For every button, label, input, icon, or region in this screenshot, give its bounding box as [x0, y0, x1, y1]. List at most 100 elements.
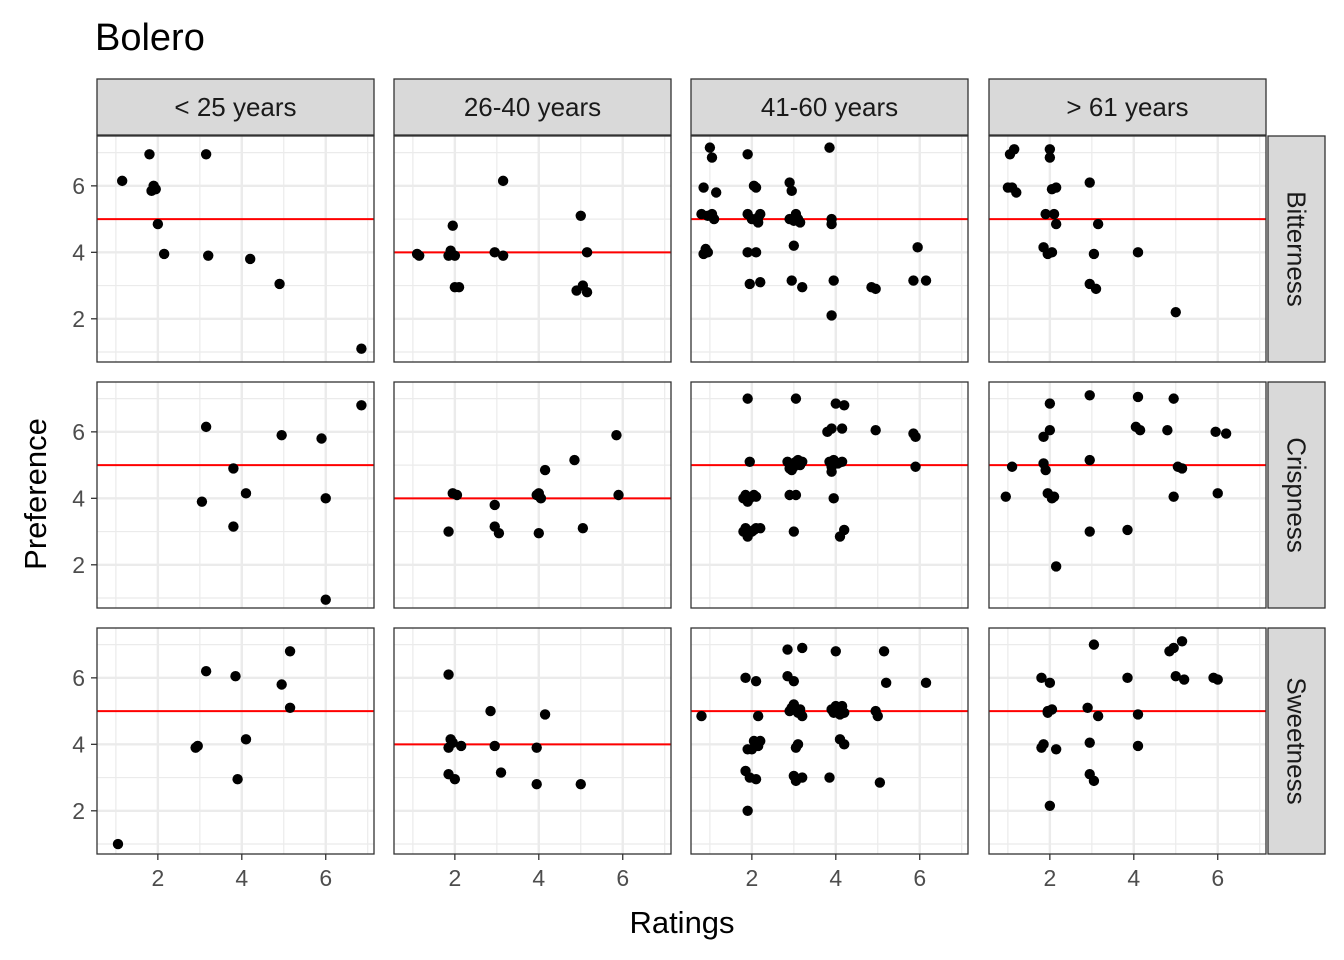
data-point — [535, 493, 547, 504]
data-point — [838, 739, 850, 750]
strip-label-row: Crispness — [1282, 437, 1312, 553]
panel-r0-c3 — [989, 136, 1266, 362]
x-tick-label: 6 — [913, 865, 926, 891]
data-point — [575, 779, 586, 790]
strip-label-column: < 25 years — [174, 92, 296, 122]
data-point — [1210, 426, 1221, 438]
data-point — [788, 526, 800, 537]
data-point — [200, 421, 212, 433]
data-point — [1220, 428, 1232, 439]
panel-background — [989, 382, 1266, 608]
data-point — [742, 247, 753, 258]
data-point — [920, 677, 932, 689]
data-point — [1088, 248, 1100, 260]
panel-border — [988, 381, 1267, 609]
panel-border — [988, 627, 1267, 855]
data-point — [356, 343, 367, 354]
data-point — [797, 456, 808, 467]
strip-row-0 — [1267, 135, 1326, 363]
data-point — [1092, 710, 1104, 722]
data-point — [116, 175, 128, 187]
data-point — [1040, 464, 1051, 476]
data-point — [742, 149, 753, 160]
data-point — [1044, 424, 1056, 436]
data-point — [356, 400, 367, 411]
data-point — [1050, 182, 1062, 193]
panel-background — [989, 136, 1266, 362]
data-point — [493, 528, 505, 539]
data-point — [320, 493, 331, 504]
data-point — [611, 429, 622, 441]
data-point — [1176, 463, 1188, 474]
data-point — [910, 431, 921, 443]
panel-r2-c2 — [691, 628, 968, 854]
data-point — [1122, 672, 1133, 684]
data-point — [792, 739, 804, 750]
y-axis-title: Preference — [18, 418, 53, 570]
data-point — [750, 774, 762, 785]
data-point — [200, 666, 212, 677]
data-point — [1132, 740, 1144, 752]
data-point — [912, 242, 923, 253]
panel-r1-c0 — [97, 382, 374, 608]
data-point — [742, 805, 753, 816]
data-point — [413, 250, 425, 261]
data-point — [1046, 247, 1058, 258]
data-point — [826, 423, 837, 434]
data-point — [752, 217, 764, 228]
data-point — [230, 670, 241, 682]
data-point — [830, 398, 841, 409]
x-tick-label: 2 — [1043, 865, 1056, 891]
strip-row-2 — [1267, 627, 1326, 855]
x-tick-label: 2 — [151, 865, 164, 891]
panel-border — [690, 381, 969, 609]
data-point — [1006, 461, 1018, 472]
data-point — [750, 247, 762, 258]
panel-data-r2-c3 — [989, 636, 1266, 812]
data-point — [152, 218, 164, 230]
data-point — [158, 248, 170, 260]
panel-border — [690, 135, 969, 363]
panel-background — [97, 136, 374, 362]
x-tick-label: 4 — [829, 865, 842, 891]
data-point — [797, 642, 808, 654]
x-tick-label: 2 — [745, 865, 758, 891]
y-tick-label: 6 — [72, 665, 85, 691]
panel-background — [691, 382, 968, 608]
data-point — [826, 310, 837, 321]
panel-r2-c0 — [97, 628, 374, 854]
data-point — [531, 779, 542, 790]
data-point — [1122, 524, 1133, 536]
data-point — [750, 491, 762, 502]
data-point — [1084, 390, 1095, 401]
chart-title: Bolero — [95, 17, 205, 59]
data-point — [577, 523, 589, 534]
data-point — [824, 142, 835, 153]
data-point — [744, 278, 755, 290]
data-point — [1082, 702, 1093, 713]
panel-border — [393, 627, 672, 855]
data-point — [910, 461, 921, 472]
data-point — [284, 702, 296, 713]
y-tick-label: 2 — [72, 552, 85, 578]
data-point — [531, 742, 542, 753]
data-point — [872, 710, 883, 722]
data-point — [274, 278, 285, 290]
panel-data-r0-c2 — [691, 142, 968, 321]
data-point — [826, 466, 837, 477]
data-point — [824, 772, 835, 783]
panel-data-r2-c1 — [394, 669, 671, 790]
data-point — [1050, 218, 1062, 230]
x-tick-label: 4 — [532, 865, 545, 891]
data-point — [797, 772, 808, 783]
data-point — [316, 433, 327, 444]
data-point — [1088, 775, 1100, 787]
data-point — [196, 496, 208, 507]
data-point — [752, 710, 764, 722]
data-point — [485, 705, 496, 717]
data-point — [750, 182, 762, 193]
data-point — [1084, 737, 1095, 748]
data-point — [228, 463, 239, 474]
data-point — [449, 774, 461, 785]
